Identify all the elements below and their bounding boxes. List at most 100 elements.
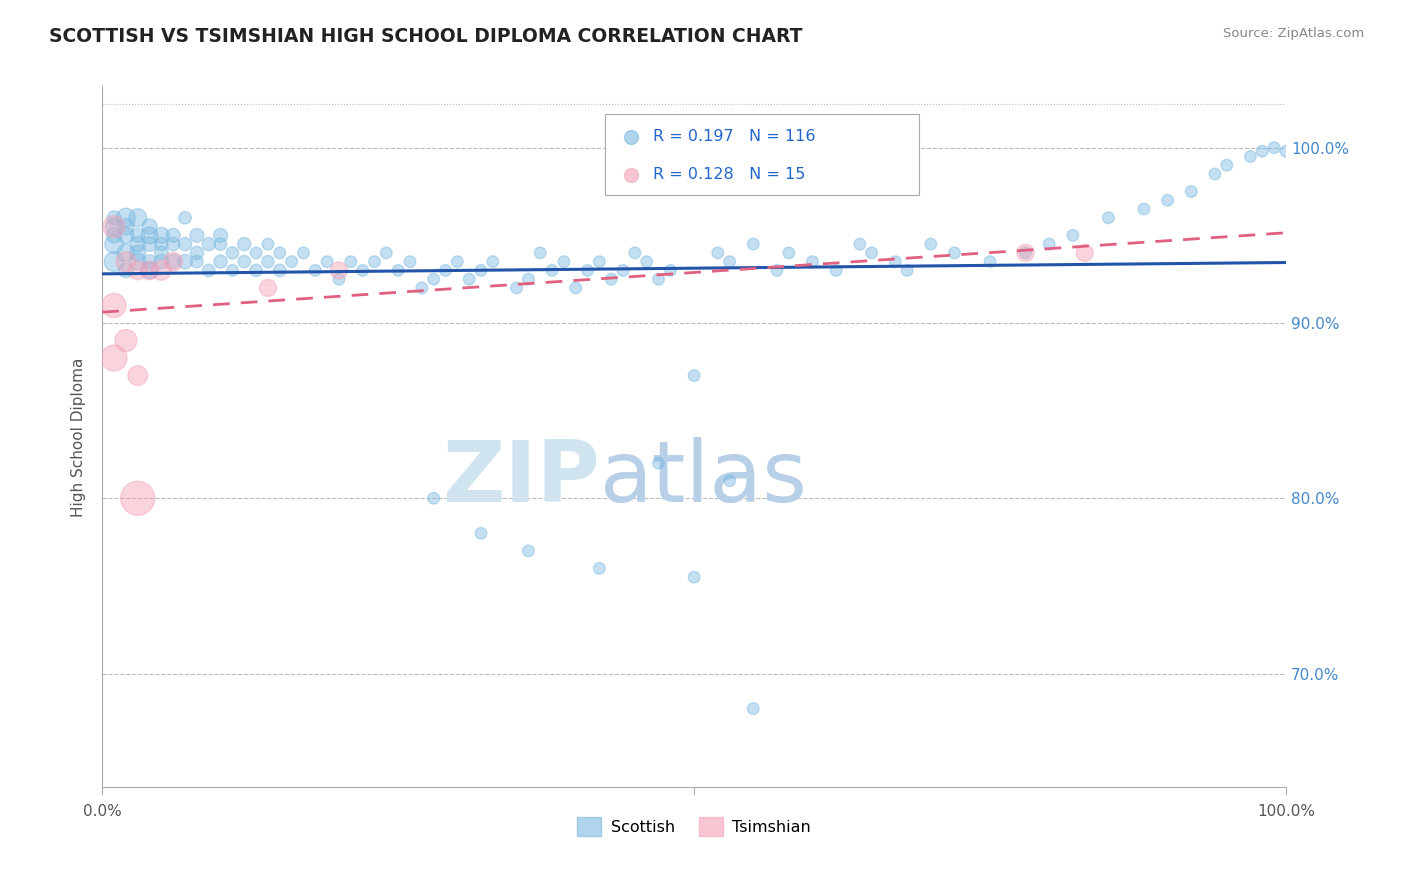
Point xyxy=(600,272,623,286)
Point xyxy=(138,228,160,243)
Point xyxy=(150,237,173,252)
Point xyxy=(1062,228,1084,243)
Point xyxy=(399,254,422,268)
Point xyxy=(860,245,883,260)
Point xyxy=(588,561,610,575)
Point xyxy=(718,474,741,488)
Point xyxy=(1133,202,1156,216)
Point xyxy=(174,237,197,252)
Point xyxy=(849,237,872,252)
Point xyxy=(186,254,208,268)
Text: SCOTTISH VS TSIMSHIAN HIGH SCHOOL DIPLOMA CORRELATION CHART: SCOTTISH VS TSIMSHIAN HIGH SCHOOL DIPLOM… xyxy=(49,27,803,45)
Point xyxy=(174,211,197,225)
Point xyxy=(659,263,682,277)
Point xyxy=(138,263,160,277)
Point xyxy=(127,245,149,260)
Point xyxy=(517,272,540,286)
Point xyxy=(683,570,706,584)
Point xyxy=(115,245,138,260)
Point xyxy=(541,263,564,277)
Point xyxy=(553,254,575,268)
Point xyxy=(292,245,315,260)
Point xyxy=(647,456,669,470)
Point xyxy=(411,281,433,295)
Point xyxy=(683,368,706,383)
Point xyxy=(801,254,824,268)
Point xyxy=(482,254,505,268)
Point xyxy=(115,334,138,348)
Text: atlas: atlas xyxy=(599,437,807,521)
Point xyxy=(233,254,256,268)
FancyBboxPatch shape xyxy=(606,114,920,195)
Point xyxy=(115,219,138,234)
Point xyxy=(943,245,966,260)
Point xyxy=(209,237,232,252)
Point xyxy=(103,351,125,365)
Point xyxy=(197,263,219,277)
Point xyxy=(280,254,302,268)
Point xyxy=(138,263,160,277)
Point xyxy=(1251,145,1274,159)
Point xyxy=(766,263,789,277)
Point xyxy=(304,263,326,277)
Point xyxy=(127,368,149,383)
Point xyxy=(742,701,765,715)
Point xyxy=(446,254,468,268)
Point xyxy=(920,237,942,252)
Point xyxy=(115,228,138,243)
Point xyxy=(1073,245,1095,260)
Point xyxy=(517,544,540,558)
Point xyxy=(718,254,741,268)
Point xyxy=(363,254,385,268)
Point xyxy=(245,263,267,277)
Point xyxy=(328,263,350,277)
Point xyxy=(979,254,1001,268)
Point xyxy=(103,254,125,268)
Point xyxy=(186,245,208,260)
Point xyxy=(162,237,184,252)
Point xyxy=(375,245,398,260)
Point xyxy=(778,245,800,260)
Point xyxy=(103,237,125,252)
Point xyxy=(127,491,149,506)
Point xyxy=(127,254,149,268)
Point xyxy=(1097,211,1119,225)
Point xyxy=(422,272,444,286)
Point xyxy=(612,263,634,277)
Point xyxy=(257,281,280,295)
Point xyxy=(1204,167,1226,181)
Point xyxy=(150,228,173,243)
Point xyxy=(529,245,551,260)
Point xyxy=(138,237,160,252)
Point xyxy=(221,263,243,277)
Point xyxy=(434,263,457,277)
Point xyxy=(127,228,149,243)
Text: R = 0.197   N = 116: R = 0.197 N = 116 xyxy=(652,129,815,145)
Point xyxy=(896,263,918,277)
Point xyxy=(257,237,280,252)
Point xyxy=(103,298,125,312)
Legend: Scottish, Tsimshian: Scottish, Tsimshian xyxy=(571,810,817,843)
Point xyxy=(636,254,658,268)
Point xyxy=(576,263,599,277)
Point xyxy=(162,228,184,243)
Point xyxy=(706,245,728,260)
Point xyxy=(328,272,350,286)
Point xyxy=(564,281,586,295)
Point xyxy=(505,281,527,295)
Point xyxy=(588,254,610,268)
Point xyxy=(1014,245,1036,260)
Text: ZIP: ZIP xyxy=(441,437,599,521)
Point xyxy=(162,254,184,268)
Point xyxy=(1216,158,1239,172)
Point xyxy=(162,254,184,268)
Point xyxy=(647,272,669,286)
Point xyxy=(127,237,149,252)
Point xyxy=(422,491,444,506)
Point xyxy=(470,526,492,541)
Point xyxy=(316,254,339,268)
Point xyxy=(1239,149,1261,163)
Y-axis label: High School Diploma: High School Diploma xyxy=(72,357,86,516)
Point xyxy=(387,263,409,277)
Point xyxy=(884,254,907,268)
